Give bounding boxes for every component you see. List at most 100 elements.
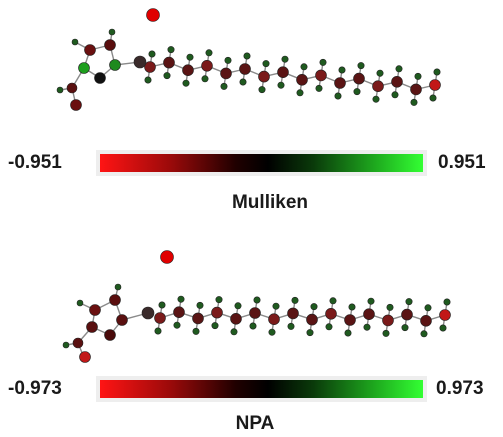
carbon-atom	[353, 72, 365, 85]
hydrogen-atom	[158, 301, 166, 309]
hydrogen-atom	[186, 53, 194, 61]
hydrogen-atom	[192, 327, 200, 335]
carbon-atom	[344, 314, 356, 326]
carbon-atom	[420, 315, 432, 327]
ring-atom	[116, 314, 128, 326]
carbon-atom	[268, 313, 280, 325]
carbon-atom	[287, 307, 299, 320]
npa-min-value: -0.973	[8, 378, 62, 399]
npa-caption: NPA	[235, 413, 275, 434]
substituent-atom	[70, 99, 82, 111]
hydrogen-atom	[315, 84, 323, 92]
carbon-atom	[401, 308, 413, 321]
hydrogen-atom	[243, 52, 251, 60]
carbon-atom	[220, 67, 232, 80]
hydrogen-atom	[234, 302, 242, 310]
hydrogen-atom	[262, 60, 270, 68]
npa-max-value: 0.973	[436, 378, 484, 399]
ring-atom	[104, 39, 116, 51]
mulliken-molecule-render	[56, 8, 441, 111]
carbon-atom	[363, 308, 375, 320]
mulliken-caption: Mulliken	[231, 192, 308, 213]
hydrogen-atom	[230, 328, 238, 336]
hydrogen-atom	[220, 82, 228, 90]
hydrogen-atom	[443, 298, 451, 306]
hydrogen-atom	[329, 297, 337, 305]
hydrogen-atom	[291, 296, 299, 304]
carbon-atom	[182, 64, 194, 76]
hydrogen-atom	[144, 76, 152, 84]
hydrogen-atom	[386, 303, 394, 311]
carbon-atom	[439, 309, 451, 321]
hydrogen-atom	[367, 297, 375, 305]
hydrogen-atom	[287, 322, 295, 330]
ring-atom	[89, 304, 101, 316]
hydrogen-atom	[372, 95, 380, 103]
carbon-atom	[192, 312, 204, 325]
npa-colorbar	[100, 380, 423, 398]
hydrogen-atom	[414, 72, 422, 80]
hydrogen-atom	[344, 329, 352, 337]
substituent-atom	[56, 86, 64, 94]
hydrogen-atom	[325, 323, 333, 331]
substituent-atom	[76, 299, 84, 307]
hydrogen-atom	[348, 303, 356, 311]
carbon-atom	[296, 74, 308, 86]
hydrogen-atom	[277, 81, 285, 89]
hydrogen-atom	[296, 89, 304, 97]
substituent-atom	[114, 283, 122, 291]
hydrogen-atom	[224, 56, 232, 64]
hydrogen-atom	[395, 65, 403, 73]
hydrogen-atom	[357, 62, 365, 70]
hydrogen-atom	[334, 92, 342, 100]
hydrogen-atom	[272, 302, 280, 310]
carbon-atom	[154, 312, 166, 324]
hydrogen-atom	[410, 98, 418, 106]
oxygen-atom	[146, 8, 160, 22]
carbon-atom	[258, 70, 270, 83]
hydrogen-atom	[258, 86, 266, 94]
carbon-atom	[144, 61, 156, 73]
hydrogen-atom	[205, 49, 213, 57]
substituent-atom	[72, 337, 84, 349]
hydrogen-atom	[405, 298, 413, 306]
carbon-atom	[249, 307, 261, 319]
hydrogen-atom	[433, 68, 441, 76]
hydrogen-atom	[163, 72, 171, 80]
substituent-atom	[108, 28, 116, 36]
hydrogen-atom	[338, 66, 346, 74]
hydrogen-atom	[281, 55, 289, 63]
carbon-atom	[429, 79, 441, 91]
hydrogen-atom	[439, 324, 447, 332]
hydrogen-atom	[401, 324, 409, 332]
carbon-atom	[173, 306, 185, 318]
hydrogen-atom	[196, 301, 204, 309]
hydrogen-atom	[215, 296, 223, 304]
carbon-atom	[163, 56, 175, 69]
substituent-atom	[71, 38, 79, 46]
substituent-atom	[62, 341, 70, 349]
carbon-atom	[391, 76, 403, 88]
hydrogen-atom	[148, 50, 156, 58]
carbon-atom	[372, 80, 384, 92]
carbon-atom	[201, 60, 213, 72]
mulliken-min-value: -0.951	[8, 152, 62, 173]
hydrogen-atom	[211, 322, 219, 330]
carbon-atom	[239, 63, 251, 75]
hydrogen-atom	[177, 295, 185, 303]
hydrogen-atom	[376, 69, 384, 77]
hydrogen-atom	[420, 330, 428, 338]
ring-atom	[104, 329, 116, 341]
carbon-atom	[277, 66, 289, 78]
substituent-atom	[66, 82, 78, 94]
hydrogen-atom	[310, 303, 318, 311]
ring-atom	[86, 321, 98, 333]
hydrogen-atom	[424, 304, 432, 312]
ring-atom	[94, 72, 106, 84]
hydrogen-atom	[201, 75, 209, 83]
carbon-atom	[315, 69, 327, 82]
npa-molecule-render	[62, 250, 451, 363]
hydrogen-atom	[253, 296, 261, 304]
npa-panel: -0.973 0.973 NPA	[0, 225, 503, 437]
carbon-atom	[410, 83, 422, 96]
